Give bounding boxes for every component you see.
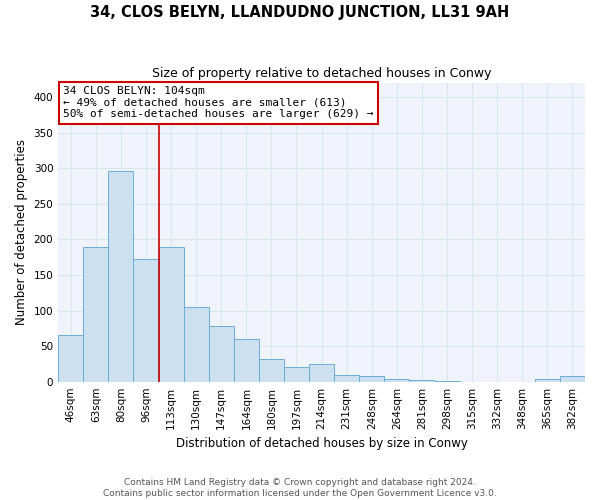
Text: 34 CLOS BELYN: 104sqm
← 49% of detached houses are smaller (613)
50% of semi-det: 34 CLOS BELYN: 104sqm ← 49% of detached …: [64, 86, 374, 119]
Title: Size of property relative to detached houses in Conwy: Size of property relative to detached ho…: [152, 68, 491, 80]
Bar: [334, 374, 359, 382]
Bar: [259, 359, 284, 382]
X-axis label: Distribution of detached houses by size in Conwy: Distribution of detached houses by size …: [176, 437, 467, 450]
Bar: [158, 246, 184, 382]
Bar: [359, 376, 385, 382]
Y-axis label: Number of detached properties: Number of detached properties: [15, 140, 28, 326]
Bar: [133, 260, 158, 382]
Bar: [209, 326, 234, 382]
Text: 34, CLOS BELYN, LLANDUDNO JUNCTION, LL31 9AH: 34, CLOS BELYN, LLANDUDNO JUNCTION, LL31…: [91, 5, 509, 20]
Bar: [58, 336, 83, 382]
Bar: [560, 376, 585, 382]
Text: Contains HM Land Registry data © Crown copyright and database right 2024.
Contai: Contains HM Land Registry data © Crown c…: [103, 478, 497, 498]
Bar: [234, 339, 259, 382]
Bar: [409, 380, 434, 382]
Bar: [83, 246, 109, 382]
Bar: [184, 307, 209, 382]
Bar: [535, 379, 560, 382]
Bar: [109, 170, 133, 382]
Bar: [434, 381, 460, 382]
Bar: [284, 366, 309, 382]
Bar: [309, 364, 334, 382]
Bar: [385, 379, 409, 382]
